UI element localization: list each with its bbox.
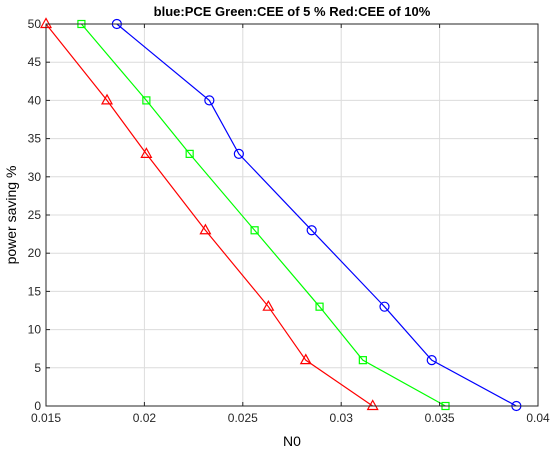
circle-marker bbox=[379, 301, 390, 312]
chart-title: blue:PCE Green:CEE of 5 % Red:CEE of 10% bbox=[154, 4, 431, 19]
x-axis-label: N0 bbox=[283, 433, 301, 449]
x-tick-label: 0.015 bbox=[31, 411, 61, 425]
circle-marker bbox=[426, 355, 437, 366]
x-tick-label: 0.04 bbox=[526, 411, 550, 425]
x-tick-label: 0.03 bbox=[330, 411, 354, 425]
x-tick-label: 0.02 bbox=[133, 411, 157, 425]
square-marker bbox=[315, 302, 324, 311]
y-tick-label: 50 bbox=[28, 17, 42, 31]
series-line-0 bbox=[116, 23, 517, 407]
y-tick-label: 10 bbox=[28, 323, 42, 337]
triangle-marker bbox=[366, 399, 379, 411]
square-marker bbox=[250, 226, 259, 235]
ticks: 0.015 0.02 0.025 0.03 0.035 0.04 0 5 10 15 20 25 30 3… bbox=[28, 17, 550, 425]
circle-marker bbox=[233, 148, 244, 159]
triangle-marker bbox=[199, 223, 212, 235]
triangle-marker bbox=[100, 93, 114, 105]
square-marker bbox=[358, 356, 367, 365]
y-tick-label: 5 bbox=[34, 361, 41, 375]
triangle-marker bbox=[299, 353, 312, 365]
x-tick-label: 0.035 bbox=[425, 411, 455, 425]
triangle-marker bbox=[262, 299, 275, 311]
circle-marker bbox=[306, 225, 317, 236]
y-tick-label: 25 bbox=[28, 208, 42, 222]
square-marker bbox=[185, 149, 194, 158]
y-tick-label: 45 bbox=[28, 55, 42, 69]
y-tick-label: 30 bbox=[28, 170, 42, 184]
y-tick-label: 40 bbox=[28, 93, 42, 107]
series-line-2 bbox=[45, 23, 374, 407]
x-tick-label: 0.025 bbox=[228, 411, 258, 425]
y-tick-label: 15 bbox=[28, 284, 42, 298]
square-marker bbox=[142, 96, 151, 105]
triangle-marker bbox=[140, 147, 153, 158]
y-tick-label: 35 bbox=[28, 132, 42, 146]
y-axis-label: power saving % bbox=[3, 166, 19, 265]
grid bbox=[46, 24, 538, 406]
y-tick-label: 0 bbox=[34, 399, 41, 413]
circle-marker bbox=[204, 95, 215, 106]
series-line-1 bbox=[80, 23, 446, 407]
y-tick-label: 20 bbox=[28, 246, 42, 260]
